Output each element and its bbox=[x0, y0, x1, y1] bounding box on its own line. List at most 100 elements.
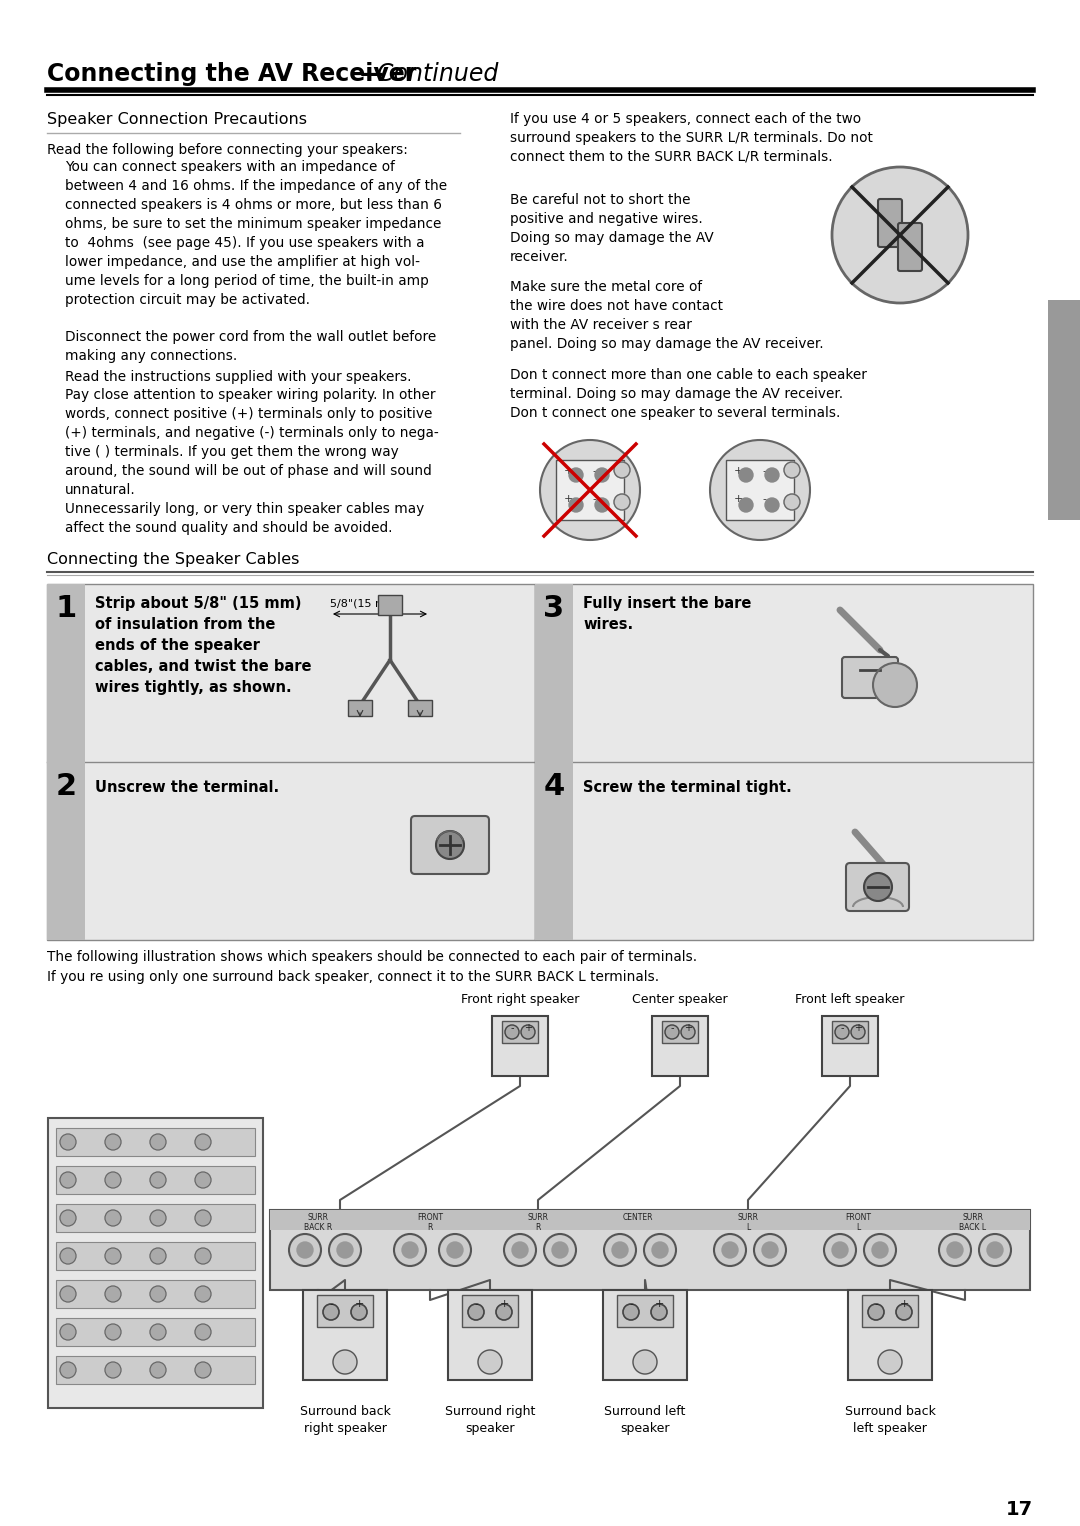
Text: Read the following before connecting your speakers:: Read the following before connecting you… bbox=[48, 143, 408, 157]
Text: If you use 4 or 5 speakers, connect each of the two
surround speakers to the SUR: If you use 4 or 5 speakers, connect each… bbox=[510, 111, 873, 163]
Text: Unscrew the terminal.: Unscrew the terminal. bbox=[95, 780, 279, 795]
Bar bbox=[48, 761, 85, 940]
Circle shape bbox=[615, 494, 630, 510]
Circle shape bbox=[289, 1235, 321, 1267]
Text: You can connect speakers with an impedance of
between 4 and 16 ohms. If the impe: You can connect speakers with an impedan… bbox=[65, 160, 447, 307]
Bar bbox=[502, 1021, 538, 1042]
Circle shape bbox=[195, 1325, 211, 1340]
Text: SURR
BACK R: SURR BACK R bbox=[303, 1213, 333, 1233]
Circle shape bbox=[710, 439, 810, 540]
Circle shape bbox=[544, 1235, 576, 1267]
Circle shape bbox=[297, 1242, 313, 1257]
Circle shape bbox=[873, 662, 917, 707]
Circle shape bbox=[569, 497, 583, 513]
Circle shape bbox=[150, 1325, 166, 1340]
Circle shape bbox=[436, 832, 464, 859]
Bar bbox=[556, 459, 624, 520]
Text: Front right speaker: Front right speaker bbox=[461, 993, 579, 1006]
Text: Center speaker: Center speaker bbox=[632, 993, 728, 1006]
Text: If you re using only one surround back speaker, connect it to the SURR BACK L te: If you re using only one surround back s… bbox=[48, 971, 659, 984]
Circle shape bbox=[765, 497, 779, 513]
Circle shape bbox=[496, 1305, 512, 1320]
Circle shape bbox=[939, 1235, 971, 1267]
Bar bbox=[832, 1021, 868, 1042]
Text: Unnecessarily long, or very thin speaker cables may
affect the sound quality and: Unnecessarily long, or very thin speaker… bbox=[65, 502, 424, 536]
Text: FRONT
R: FRONT R bbox=[417, 1213, 443, 1233]
Circle shape bbox=[832, 166, 968, 304]
Circle shape bbox=[615, 462, 630, 478]
Circle shape bbox=[60, 1363, 76, 1378]
Circle shape bbox=[195, 1363, 211, 1378]
Text: +: + bbox=[733, 465, 743, 476]
Text: 4: 4 bbox=[543, 772, 565, 801]
Circle shape bbox=[105, 1134, 121, 1151]
Circle shape bbox=[505, 1025, 519, 1039]
Circle shape bbox=[323, 1305, 339, 1320]
Circle shape bbox=[195, 1134, 211, 1151]
Circle shape bbox=[784, 462, 800, 478]
Circle shape bbox=[150, 1210, 166, 1225]
Text: -: - bbox=[762, 494, 766, 504]
Text: Disconnect the power cord from the wall outlet before
making any connections.: Disconnect the power cord from the wall … bbox=[65, 330, 436, 363]
FancyBboxPatch shape bbox=[842, 658, 897, 697]
Text: Surround right
speaker: Surround right speaker bbox=[445, 1405, 536, 1434]
Bar bbox=[492, 1016, 548, 1076]
Text: +: + bbox=[354, 1299, 364, 1309]
Text: Strip about 5/8" (15 mm)
of insulation from the
ends of the speaker
cables, and : Strip about 5/8" (15 mm) of insulation f… bbox=[95, 597, 311, 694]
Circle shape bbox=[150, 1363, 166, 1378]
Circle shape bbox=[762, 1242, 778, 1257]
Circle shape bbox=[150, 1172, 166, 1189]
Text: 5/8"(15 mm): 5/8"(15 mm) bbox=[330, 598, 401, 607]
Text: Surround back
right speaker: Surround back right speaker bbox=[299, 1405, 391, 1434]
Text: Speaker Connection Precautions: Speaker Connection Precautions bbox=[48, 111, 307, 127]
Circle shape bbox=[195, 1248, 211, 1264]
Bar bbox=[48, 584, 535, 940]
Text: SURR
R: SURR R bbox=[527, 1213, 549, 1233]
Bar bbox=[270, 1210, 1030, 1230]
Circle shape bbox=[521, 1025, 535, 1039]
Circle shape bbox=[105, 1325, 121, 1340]
Circle shape bbox=[644, 1235, 676, 1267]
Circle shape bbox=[337, 1242, 353, 1257]
Circle shape bbox=[872, 1242, 888, 1257]
Text: 1: 1 bbox=[55, 594, 77, 623]
Text: +: + bbox=[900, 1299, 908, 1309]
Circle shape bbox=[623, 1305, 639, 1320]
FancyBboxPatch shape bbox=[897, 223, 922, 272]
Bar bbox=[48, 584, 85, 761]
Text: -: - bbox=[329, 1299, 333, 1309]
Circle shape bbox=[851, 1025, 865, 1039]
Bar bbox=[822, 1016, 878, 1076]
Text: Don t connect one speaker to several terminals.: Don t connect one speaker to several ter… bbox=[510, 406, 840, 420]
Circle shape bbox=[329, 1235, 361, 1267]
Circle shape bbox=[60, 1286, 76, 1302]
Circle shape bbox=[604, 1235, 636, 1267]
Bar bbox=[448, 1289, 532, 1380]
Circle shape bbox=[394, 1235, 426, 1267]
Circle shape bbox=[150, 1286, 166, 1302]
Text: -: - bbox=[762, 465, 766, 476]
Circle shape bbox=[652, 1242, 669, 1257]
Circle shape bbox=[714, 1235, 746, 1267]
Circle shape bbox=[681, 1025, 696, 1039]
Circle shape bbox=[150, 1134, 166, 1151]
Text: +: + bbox=[499, 1299, 509, 1309]
Circle shape bbox=[105, 1286, 121, 1302]
Bar bbox=[535, 761, 573, 940]
Bar bbox=[348, 700, 372, 716]
Text: 17: 17 bbox=[1005, 1500, 1032, 1518]
Bar bbox=[862, 1296, 918, 1328]
Bar bbox=[56, 1128, 255, 1157]
Circle shape bbox=[195, 1172, 211, 1189]
Circle shape bbox=[595, 468, 609, 482]
Text: -: - bbox=[629, 1299, 633, 1309]
Text: Be careful not to short the
positive and negative wires.
Doing so may damage the: Be careful not to short the positive and… bbox=[510, 192, 714, 264]
Bar bbox=[848, 1289, 932, 1380]
Text: Continued: Continued bbox=[377, 63, 498, 85]
Text: -: - bbox=[592, 465, 596, 476]
Bar bbox=[603, 1289, 687, 1380]
Bar bbox=[56, 1280, 255, 1308]
Circle shape bbox=[402, 1242, 418, 1257]
Circle shape bbox=[835, 1025, 849, 1039]
FancyBboxPatch shape bbox=[878, 198, 902, 247]
